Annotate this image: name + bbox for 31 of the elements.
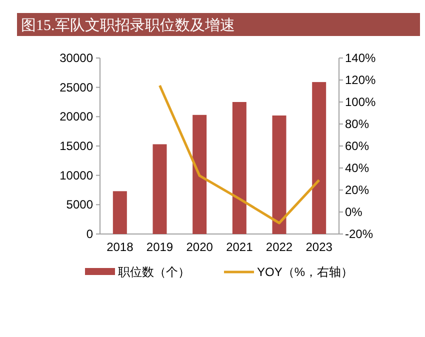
y-tick-label: 20000 xyxy=(60,110,94,124)
legend-label: YOY（%，右轴） xyxy=(257,265,354,279)
chart-title: 图15.军队文职招录职位数及增速 xyxy=(21,17,235,34)
y2-tick-label: 80% xyxy=(345,117,370,131)
y2-tick-label: 140% xyxy=(345,51,376,65)
y-tick-label: 30000 xyxy=(60,51,94,65)
y2-tick-label: -20% xyxy=(345,227,374,241)
bar xyxy=(272,115,286,234)
x-tick-label: 2020 xyxy=(186,240,214,254)
legend-label: 职位数（个） xyxy=(118,265,190,279)
y-tick-label: 25000 xyxy=(60,80,94,94)
x-tick-label: 2021 xyxy=(226,240,254,254)
bar xyxy=(232,102,246,234)
y2-tick-label: 60% xyxy=(345,139,370,153)
y2-tick-label: 120% xyxy=(345,73,376,87)
bar xyxy=(312,82,326,234)
y2-tick-label: 40% xyxy=(345,161,370,175)
bar xyxy=(152,144,167,234)
y-tick-label: 15000 xyxy=(60,139,94,153)
y-tick-label: 0 xyxy=(86,227,94,241)
y-tick-label: 5000 xyxy=(66,198,94,212)
y2-tick-label: 0% xyxy=(345,205,363,219)
bar xyxy=(192,114,207,234)
y2-tick-label: 20% xyxy=(345,183,370,197)
y-tick-label: 10000 xyxy=(60,168,94,182)
bar xyxy=(112,191,127,234)
x-tick-label: 2019 xyxy=(146,240,174,254)
x-tick-label: 2018 xyxy=(106,240,134,254)
y2-tick-label: 100% xyxy=(345,95,376,109)
x-tick-label: 2023 xyxy=(306,240,333,254)
x-tick-label: 2022 xyxy=(266,240,293,254)
